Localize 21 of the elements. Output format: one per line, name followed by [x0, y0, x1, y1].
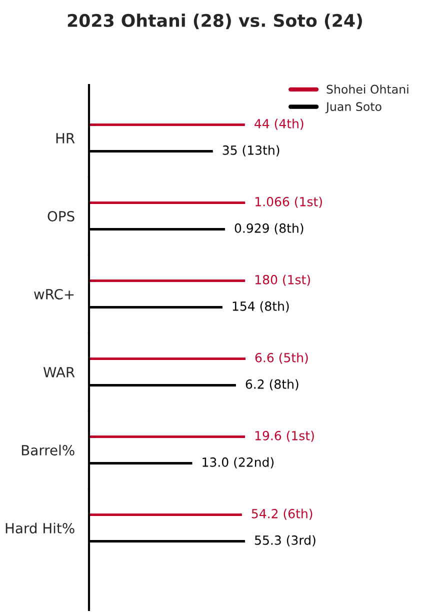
data-label: 180 (1st): [255, 274, 310, 286]
data-label: 19.6 (1st): [255, 430, 314, 442]
legend-label: Juan Soto: [325, 102, 382, 114]
data-label: 54.2 (6th): [252, 508, 312, 520]
data-label: 6.2 (8th): [246, 379, 298, 390]
data-label: 6.6 (5th): [255, 352, 308, 364]
y-tick-label: wRC+: [34, 288, 74, 300]
chart-title: 2023 Ohtani (28) vs. Soto (24): [68, 14, 362, 30]
data-label: 35 (13th): [222, 145, 280, 156]
data-label: 55.3 (3rd): [255, 535, 316, 546]
y-tick-label: HR: [56, 133, 75, 144]
y-tick-label: OPS: [48, 210, 74, 222]
data-label: 154 (8th): [232, 301, 289, 312]
y-tick-label: Barrel%: [22, 444, 74, 456]
data-label: 0.929 (8th): [234, 223, 304, 234]
data-label: 44 (4th): [254, 118, 304, 130]
y-tick-label: Hard Hit%: [6, 522, 74, 534]
y-tick-label: WAR: [43, 367, 75, 378]
data-label: 1.066 (1st): [256, 196, 322, 208]
legend-label: Shohei Ohtani: [326, 84, 408, 94]
data-label: 13.0 (22nd): [202, 457, 274, 468]
